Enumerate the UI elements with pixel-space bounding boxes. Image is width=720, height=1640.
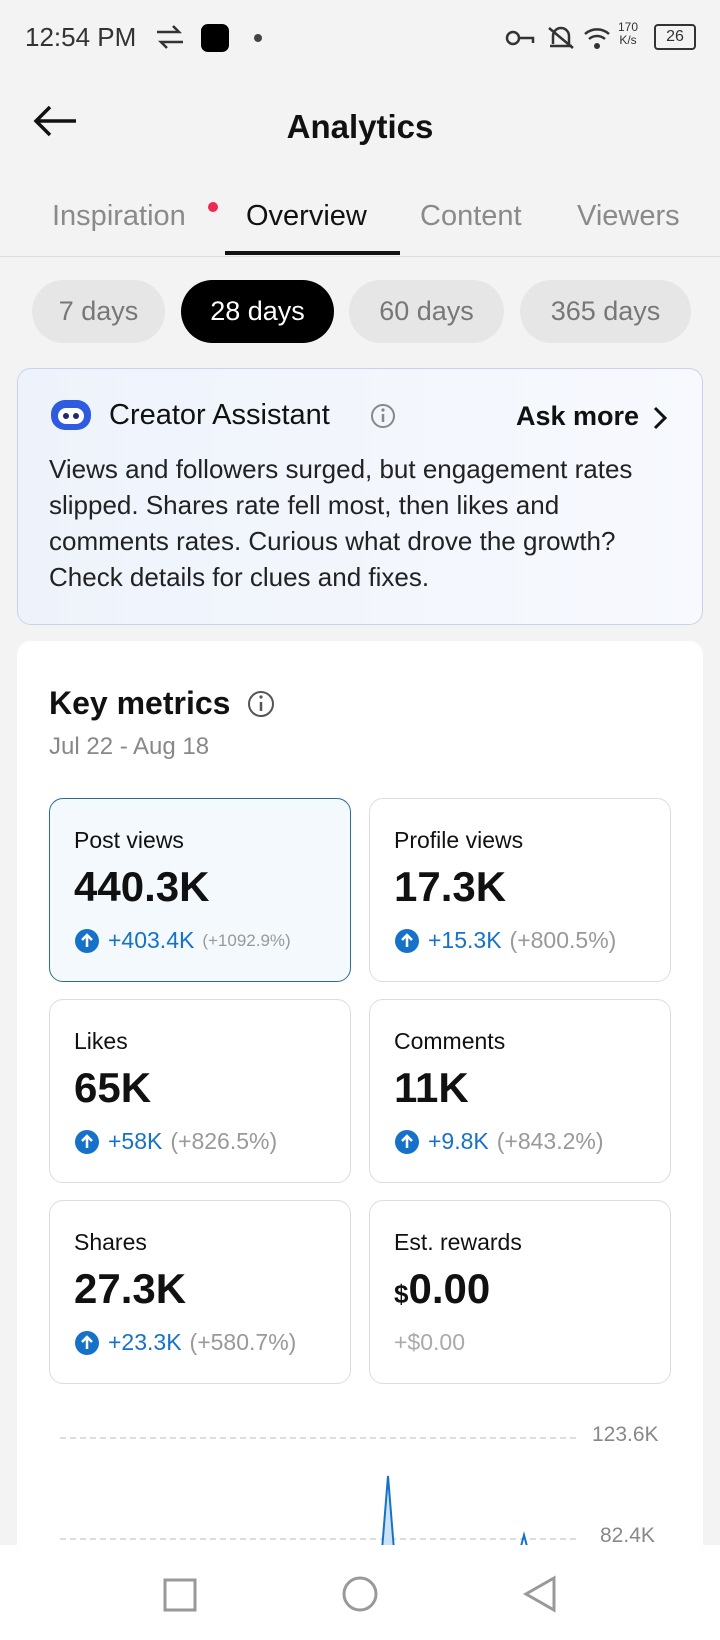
metric-card[interactable]: Profile views 17.3K +15.3K (+800.5%) [369,798,671,982]
metric-label: Post views [74,827,184,853]
grid-line [60,1437,576,1439]
value: 65K [74,1064,152,1111]
metric-change: +15.3K (+800.5%) [394,927,616,954]
assistant-icon [51,400,91,430]
y-tick-label: 123.6K [592,1423,659,1446]
value: 17.3K [394,863,507,910]
metric-card[interactable]: Post views 440.3K +403.4K (+1092.9%) [49,798,351,982]
metric-label: Shares [74,1229,147,1255]
up-icon [75,1129,99,1154]
percent: (+1092.9%) [202,930,291,950]
nav-back[interactable] [522,1575,558,1613]
date-range: Jul 22 - Aug 18 [49,733,210,760]
back-button[interactable] [32,104,78,138]
tab[interactable]: Content [420,200,522,232]
metric-label: Est. rewards [394,1229,522,1255]
info-icon[interactable] [246,689,276,719]
metric-card[interactable]: Comments 11K +9.8K (+843.2%) [369,999,671,1183]
metric-value: 440.3K [74,863,209,911]
metric-label: Likes [74,1028,128,1054]
value: 11K [394,1064,469,1111]
percent: (+800.5%) [509,927,617,953]
status-icons-right [505,26,610,49]
speed-unit: K/s [619,33,637,47]
assistant-text: Views and followers surged, but engageme… [49,454,633,592]
assistant-title: Creator Assistant [109,399,330,431]
speed: 170 [618,20,639,34]
value: 0.00 [408,1265,491,1312]
status-icons-left [157,24,262,52]
range-pill[interactable]: 28 days [181,280,334,343]
metric-change: +403.4K (+1092.9%) [74,927,291,954]
assistant-card: Creator Assistant Ask more Views and fol… [17,368,703,625]
metric-change: +9.8K (+843.2%) [394,1128,604,1155]
metric-label: Profile views [394,827,524,853]
grid-line [60,1538,576,1540]
tab[interactable]: Inspiration [52,200,186,232]
up-icon [75,928,99,953]
metric-change: +$0.00 [394,1329,465,1356]
notification-dot [208,202,218,212]
change: +403.4K [108,927,195,953]
change: +58K [108,1128,163,1154]
metric-card[interactable]: Shares 27.3K +23.3K (+580.7%) [49,1200,351,1384]
percent: (+826.5%) [170,1128,278,1154]
nav-bar [0,1545,720,1640]
change: +9.8K [428,1128,489,1154]
metric-value: 65K [74,1064,151,1112]
tab-underline [225,251,400,255]
info-icon[interactable] [369,402,397,430]
percent: (+843.2%) [496,1128,604,1154]
metric-value: $0.00 [394,1265,490,1313]
metric-value: 27.3K [74,1265,186,1313]
change: +$0.00 [394,1329,465,1355]
metric-card[interactable]: Est. rewards $0.00 +$0.00 [369,1200,671,1384]
nav-home[interactable] [341,1575,379,1613]
status-time: 12:54 PM [25,22,137,52]
metric-change: +58K (+826.5%) [74,1128,277,1155]
section-title: Key metrics [49,685,231,721]
change: +23.3K [108,1329,182,1355]
metric-change: +23.3K (+580.7%) [74,1329,296,1356]
y-tick-label: 82.4K [600,1524,655,1547]
change: +15.3K [428,927,502,953]
net-speed: 170 K/s [618,21,638,47]
chevron [653,406,668,430]
tab[interactable]: Overview [246,200,367,232]
ask-more[interactable]: Ask more [516,401,640,431]
range-pill[interactable]: 60 days [349,280,504,343]
currency: $ [394,1279,409,1309]
page-title: Analytics [286,108,434,145]
divider [0,256,720,257]
up-icon [395,928,419,953]
metric-card[interactable]: Likes 65K +58K (+826.5%) [49,999,351,1183]
nav-recents[interactable] [163,1578,197,1612]
range-pill[interactable]: 7 days [32,280,165,343]
metric-label: Comments [394,1028,506,1054]
up-icon [75,1330,99,1355]
percent: (+580.7%) [189,1329,297,1355]
up-icon [395,1129,419,1154]
range-pill[interactable]: 365 days [520,280,691,343]
chart-line [380,1475,529,1550]
value: 27.3K [74,1265,187,1312]
battery: 26 [654,24,696,50]
tab[interactable]: Viewers [577,200,680,232]
metric-value: 17.3K [394,863,506,911]
metric-value: 11K [394,1064,469,1112]
value: 440.3K [74,863,210,910]
